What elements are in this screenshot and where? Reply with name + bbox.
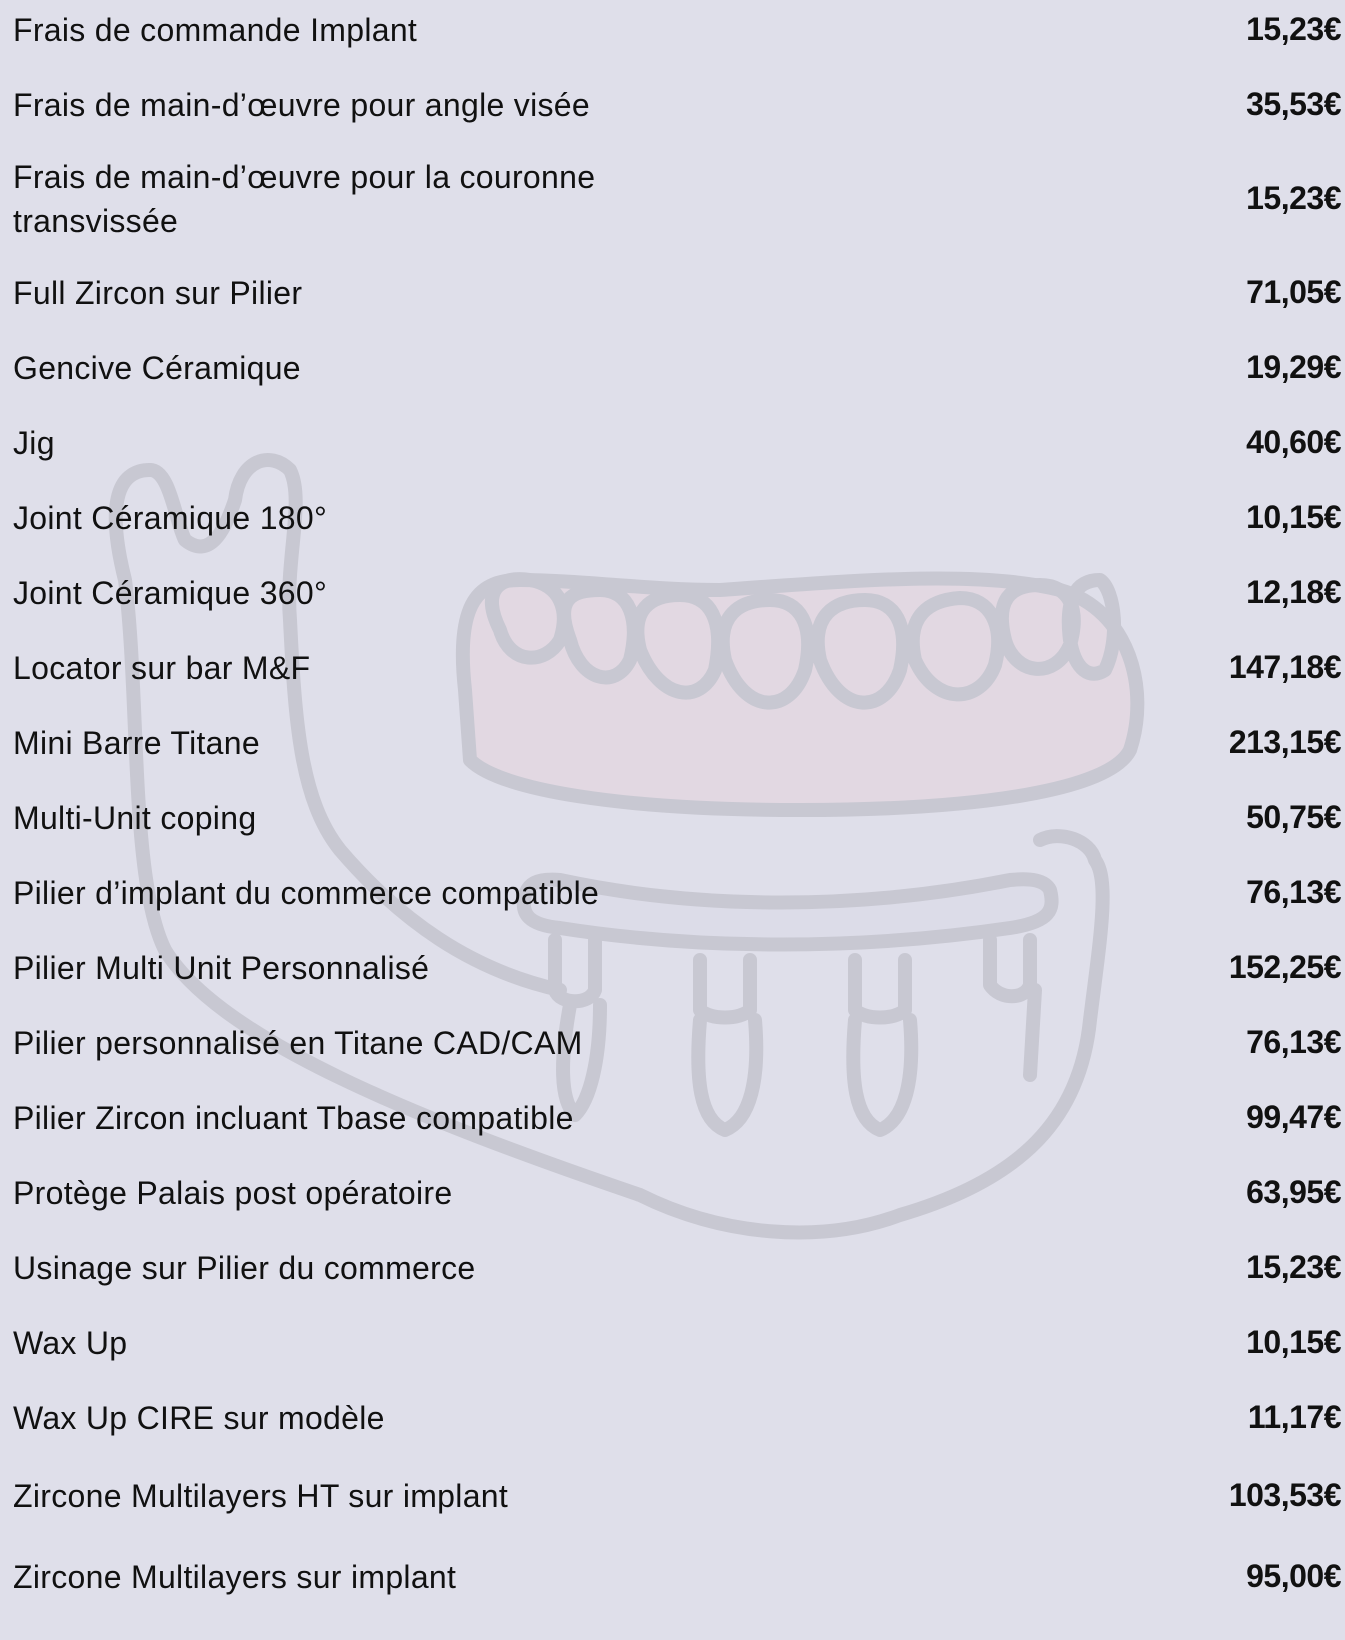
item-label: Pilier Multi Unit Personnalisé [13, 946, 429, 990]
item-label: Frais de commande Implant [13, 8, 417, 52]
item-label: Jig [13, 421, 55, 465]
item-price: 10,15€ [1246, 1324, 1341, 1361]
item-price: 35,53€ [1246, 86, 1341, 123]
price-row: Frais de main-d’œuvre pour la couronne t… [0, 142, 1345, 255]
price-row: Gencive Céramique 19,29€ [0, 330, 1345, 405]
item-price: 10,15€ [1246, 499, 1341, 536]
item-price: 95,00€ [1246, 1558, 1341, 1595]
item-price: 12,18€ [1246, 574, 1341, 611]
item-label: Multi-Unit coping [13, 796, 256, 840]
price-row: Mini Barre Titane 213,15€ [0, 705, 1345, 780]
item-label: Pilier personnalisé en Titane CAD/CAM [13, 1021, 583, 1065]
price-row: Pilier d’implant du commerce compatible 7… [0, 855, 1345, 930]
price-list: Frais de commande Implant15,23€Frais de … [0, 0, 1345, 1617]
price-row: Pilier Multi Unit Personnalisé 152,25€ [0, 930, 1345, 1005]
item-price: 147,18€ [1229, 649, 1341, 686]
item-price: 50,75€ [1246, 799, 1341, 836]
item-price: 103,53€ [1229, 1477, 1341, 1514]
price-row: Full Zircon sur Pilier 71,05€ [0, 255, 1345, 330]
price-row: Wax Up 10,15€ [0, 1305, 1345, 1380]
price-row: Pilier Zircon incluant Tbase compatible 9… [0, 1080, 1345, 1155]
item-label: Joint Céramique 360° [13, 571, 327, 615]
price-row: Frais de commande Implant 15,23€ [0, 0, 1345, 67]
item-label: Wax Up CIRE sur modèle [13, 1396, 385, 1440]
item-label: Usinage sur Pilier du commerce [13, 1246, 476, 1290]
item-price: 40,60€ [1246, 424, 1341, 461]
item-label: Pilier Zircon incluant Tbase compatible [13, 1096, 574, 1140]
item-price: 19,29€ [1246, 349, 1341, 386]
item-price: 15,23€ [1246, 11, 1341, 48]
price-row: Jig 40,60€ [0, 405, 1345, 480]
item-label: Joint Céramique 180° [13, 496, 327, 540]
item-label: Protège Palais post opératoire [13, 1171, 452, 1215]
price-row: Multi-Unit coping 50,75€ [0, 780, 1345, 855]
item-price: 99,47€ [1246, 1099, 1341, 1136]
price-row: Protège Palais post opératoire 63,95€ [0, 1155, 1345, 1230]
item-label: Wax Up [13, 1321, 127, 1365]
price-row: Frais de main-d’œuvre pour angle visée 35… [0, 67, 1345, 142]
item-price: 76,13€ [1246, 1024, 1341, 1061]
item-label: Frais de main-d’œuvre pour angle visée [13, 83, 590, 127]
price-row: Locator sur bar M&F 147,18€ [0, 630, 1345, 705]
item-label: Frais de main-d’œuvre pour la couronne t… [13, 155, 693, 243]
price-row: Zircone Multilayers HT sur implant 103,53… [0, 1455, 1345, 1536]
item-label: Zircone Multilayers HT sur implant [13, 1474, 508, 1518]
item-label: Gencive Céramique [13, 346, 301, 390]
item-price: 15,23€ [1246, 180, 1341, 217]
item-label: Full Zircon sur Pilier [13, 271, 302, 315]
item-label: Zircone Multilayers sur implant [13, 1555, 456, 1599]
item-price: 76,13€ [1246, 874, 1341, 911]
item-price: 152,25€ [1229, 949, 1341, 986]
price-row: Usinage sur Pilier du commerce 15,23€ [0, 1230, 1345, 1305]
price-row: Joint Céramique 360° 12,18€ [0, 555, 1345, 630]
item-price: 71,05€ [1246, 274, 1341, 311]
price-row: Pilier personnalisé en Titane CAD/CAM 76,… [0, 1005, 1345, 1080]
item-price: 11,17€ [1248, 1399, 1341, 1436]
price-row: Wax Up CIRE sur modèle 11,17€ [0, 1380, 1345, 1455]
price-row: Zircone Multilayers sur implant 95,00€ [0, 1536, 1345, 1617]
item-label: Locator sur bar M&F [13, 646, 310, 690]
item-label: Pilier d’implant du commerce compatible [13, 871, 599, 915]
page: {"items": [ {"label": "Frais de commande… [0, 0, 1345, 1640]
item-price: 213,15€ [1229, 724, 1341, 761]
item-price: 63,95€ [1246, 1174, 1341, 1211]
price-row: Joint Céramique 180° 10,15€ [0, 480, 1345, 555]
item-label: Mini Barre Titane [13, 721, 260, 765]
item-price: 15,23€ [1246, 1249, 1341, 1286]
